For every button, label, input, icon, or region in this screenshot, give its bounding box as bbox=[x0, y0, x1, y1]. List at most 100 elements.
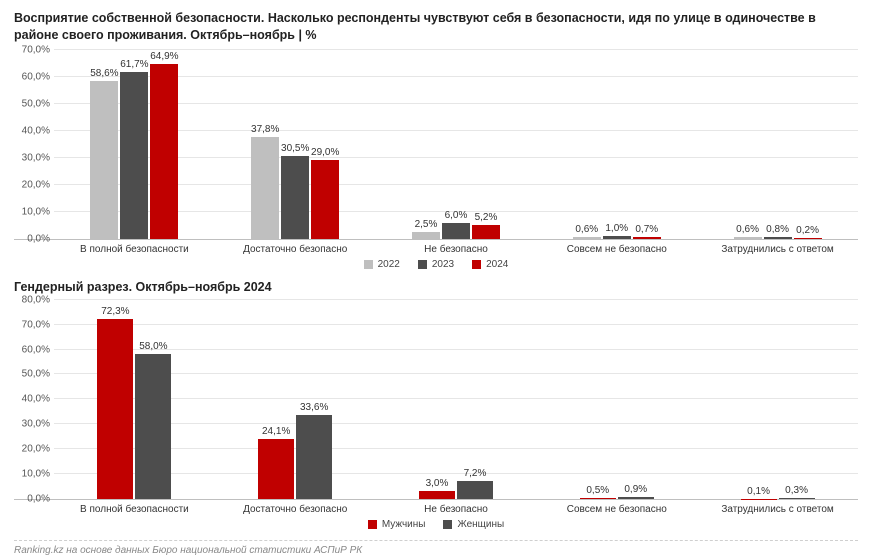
x-axis-label: Достаточно безопасно bbox=[215, 500, 376, 515]
x-axis-label: В полной безопасности bbox=[54, 240, 215, 255]
bar-group: 58,6%61,7%64,9% bbox=[54, 50, 215, 239]
bar-value-label: 0,6% bbox=[736, 224, 759, 235]
bar-wrap: 0,1% bbox=[741, 300, 777, 499]
legend-item: 2023 bbox=[418, 259, 454, 270]
chart-2-subtitle: Гендерный разрез. Октябрь–ноябрь 2024 bbox=[14, 280, 858, 294]
legend-label: 2024 bbox=[486, 259, 508, 270]
bar-group: 0,6% 0,8% 0,2% bbox=[697, 50, 858, 239]
legend-swatch bbox=[472, 260, 481, 269]
bar-wrap: 0,3% bbox=[779, 300, 815, 499]
bar-wrap: 7,2% bbox=[457, 300, 493, 499]
y-axis: 0,0%10,0%20,0%30,0%40,0%50,0%60,0%70,0% bbox=[14, 50, 54, 239]
y-tick: 30,0% bbox=[22, 152, 50, 163]
x-axis-label: Совсем не безопасно bbox=[536, 500, 697, 515]
bar-wrap: 58,0% bbox=[135, 300, 171, 499]
bar bbox=[150, 64, 178, 239]
x-axis-label: Не безопасно bbox=[376, 500, 537, 515]
bar-value-label: 0,7% bbox=[635, 224, 658, 235]
bar bbox=[412, 232, 440, 239]
bar-group: 0,6% 1,0% 0,7% bbox=[536, 50, 697, 239]
bar bbox=[794, 238, 822, 239]
bar bbox=[251, 137, 279, 239]
y-tick: 80,0% bbox=[22, 294, 50, 305]
bar bbox=[618, 497, 654, 499]
legend-swatch bbox=[418, 260, 427, 269]
legend-label: Мужчины bbox=[382, 519, 426, 530]
bar bbox=[633, 237, 661, 239]
y-tick: 70,0% bbox=[22, 319, 50, 330]
bar-wrap: 6,0% bbox=[442, 50, 470, 239]
bar-wrap: 0,5% bbox=[580, 300, 616, 499]
bar-value-label: 58,6% bbox=[90, 68, 118, 79]
chart-2-legend: МужчиныЖенщины bbox=[14, 519, 858, 530]
y-tick: 40,0% bbox=[22, 394, 50, 405]
bar-group: 37,8%30,5%29,0% bbox=[215, 50, 376, 239]
y-tick: 70,0% bbox=[22, 44, 50, 55]
bar bbox=[764, 237, 792, 239]
x-axis-label: В полной безопасности bbox=[54, 500, 215, 515]
bar-wrap: 0,2% bbox=[794, 50, 822, 239]
y-tick: 40,0% bbox=[22, 125, 50, 136]
bar-wrap: 30,5% bbox=[281, 50, 309, 239]
y-tick: 30,0% bbox=[22, 419, 50, 430]
bar-value-label: 29,0% bbox=[311, 147, 339, 158]
bar-value-label: 0,6% bbox=[575, 224, 598, 235]
bar-wrap: 2,5% bbox=[412, 50, 440, 239]
x-axis-label: Затруднились с ответом bbox=[697, 240, 858, 255]
chart-1-xlabels: В полной безопасностиДостаточно безопасн… bbox=[54, 240, 858, 255]
bar-value-label: 58,0% bbox=[139, 341, 167, 352]
chart-2-xlabels: В полной безопасностиДостаточно безопасн… bbox=[54, 500, 858, 515]
y-tick: 0,0% bbox=[27, 233, 50, 244]
bar bbox=[419, 491, 455, 498]
bar bbox=[442, 223, 470, 239]
x-axis-label: Совсем не безопасно bbox=[536, 240, 697, 255]
bar-wrap: 3,0% bbox=[419, 300, 455, 499]
bar bbox=[457, 481, 493, 499]
y-tick: 50,0% bbox=[22, 369, 50, 380]
bar bbox=[296, 415, 332, 499]
plot-area: 58,6%61,7%64,9%37,8%30,5%29,0%2,5%6,0%5,… bbox=[54, 50, 858, 239]
bar-value-label: 0,2% bbox=[796, 225, 819, 236]
chart-2: 0,0%10,0%20,0%30,0%40,0%50,0%60,0%70,0%8… bbox=[14, 300, 858, 500]
legend-swatch bbox=[364, 260, 373, 269]
bar-wrap: 0,7% bbox=[633, 50, 661, 239]
bar-wrap: 37,8% bbox=[251, 50, 279, 239]
bar-value-label: 30,5% bbox=[281, 143, 309, 154]
bar-groups: 72,3% 58,0% 24,1% 33,6% 3,0%7,2% 0,5% 0,9% 0,1%… bbox=[54, 300, 858, 499]
y-tick: 0,0% bbox=[27, 493, 50, 504]
bar-value-label: 0,9% bbox=[624, 484, 647, 495]
y-tick: 60,0% bbox=[22, 344, 50, 355]
bar-wrap: 0,8% bbox=[764, 50, 792, 239]
bar bbox=[281, 156, 309, 238]
x-axis-label: Достаточно безопасно bbox=[215, 240, 376, 255]
plot-area: 72,3% 58,0% 24,1% 33,6% 3,0%7,2% 0,5% 0,9% 0,1%… bbox=[54, 300, 858, 499]
bar-value-label: 33,6% bbox=[300, 402, 328, 413]
bar bbox=[734, 237, 762, 239]
bar bbox=[472, 225, 500, 239]
footer-text: Ranking.kz на основе данных Бюро национа… bbox=[14, 545, 858, 556]
bar-wrap: 24,1% bbox=[258, 300, 294, 499]
bar-wrap: 5,2% bbox=[472, 50, 500, 239]
bar-value-label: 5,2% bbox=[475, 212, 498, 223]
bar-value-label: 0,3% bbox=[785, 485, 808, 496]
legend-item: 2024 bbox=[472, 259, 508, 270]
bar-groups: 58,6%61,7%64,9%37,8%30,5%29,0%2,5%6,0%5,… bbox=[54, 50, 858, 239]
y-tick: 50,0% bbox=[22, 98, 50, 109]
bar bbox=[603, 236, 631, 239]
y-tick: 10,0% bbox=[22, 468, 50, 479]
bar-value-label: 72,3% bbox=[101, 306, 129, 317]
legend-item: 2022 bbox=[364, 259, 400, 270]
bar-wrap: 61,7% bbox=[120, 50, 148, 239]
bar-value-label: 0,1% bbox=[747, 486, 770, 497]
legend-swatch bbox=[368, 520, 377, 529]
bar bbox=[135, 354, 171, 498]
bar-wrap: 64,9% bbox=[150, 50, 178, 239]
y-tick: 10,0% bbox=[22, 206, 50, 217]
legend-swatch bbox=[443, 520, 452, 529]
bar-group: 72,3% 58,0% bbox=[54, 300, 215, 499]
chart-title: Восприятие собственной безопасности. Нас… bbox=[14, 10, 858, 44]
bar-wrap: 0,6% bbox=[734, 50, 762, 239]
bar-value-label: 1,0% bbox=[605, 223, 628, 234]
chart-1: 0,0%10,0%20,0%30,0%40,0%50,0%60,0%70,0%5… bbox=[14, 50, 858, 240]
bar bbox=[97, 319, 133, 499]
